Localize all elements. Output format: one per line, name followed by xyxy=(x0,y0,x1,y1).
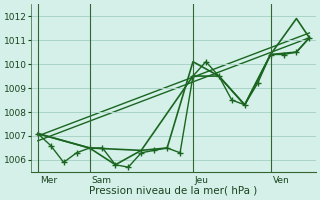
Text: Sam: Sam xyxy=(92,176,111,185)
Text: Mer: Mer xyxy=(40,176,57,185)
Text: Ven: Ven xyxy=(273,176,289,185)
Text: Jeu: Jeu xyxy=(195,176,209,185)
X-axis label: Pression niveau de la mer( hPa ): Pression niveau de la mer( hPa ) xyxy=(90,186,258,196)
